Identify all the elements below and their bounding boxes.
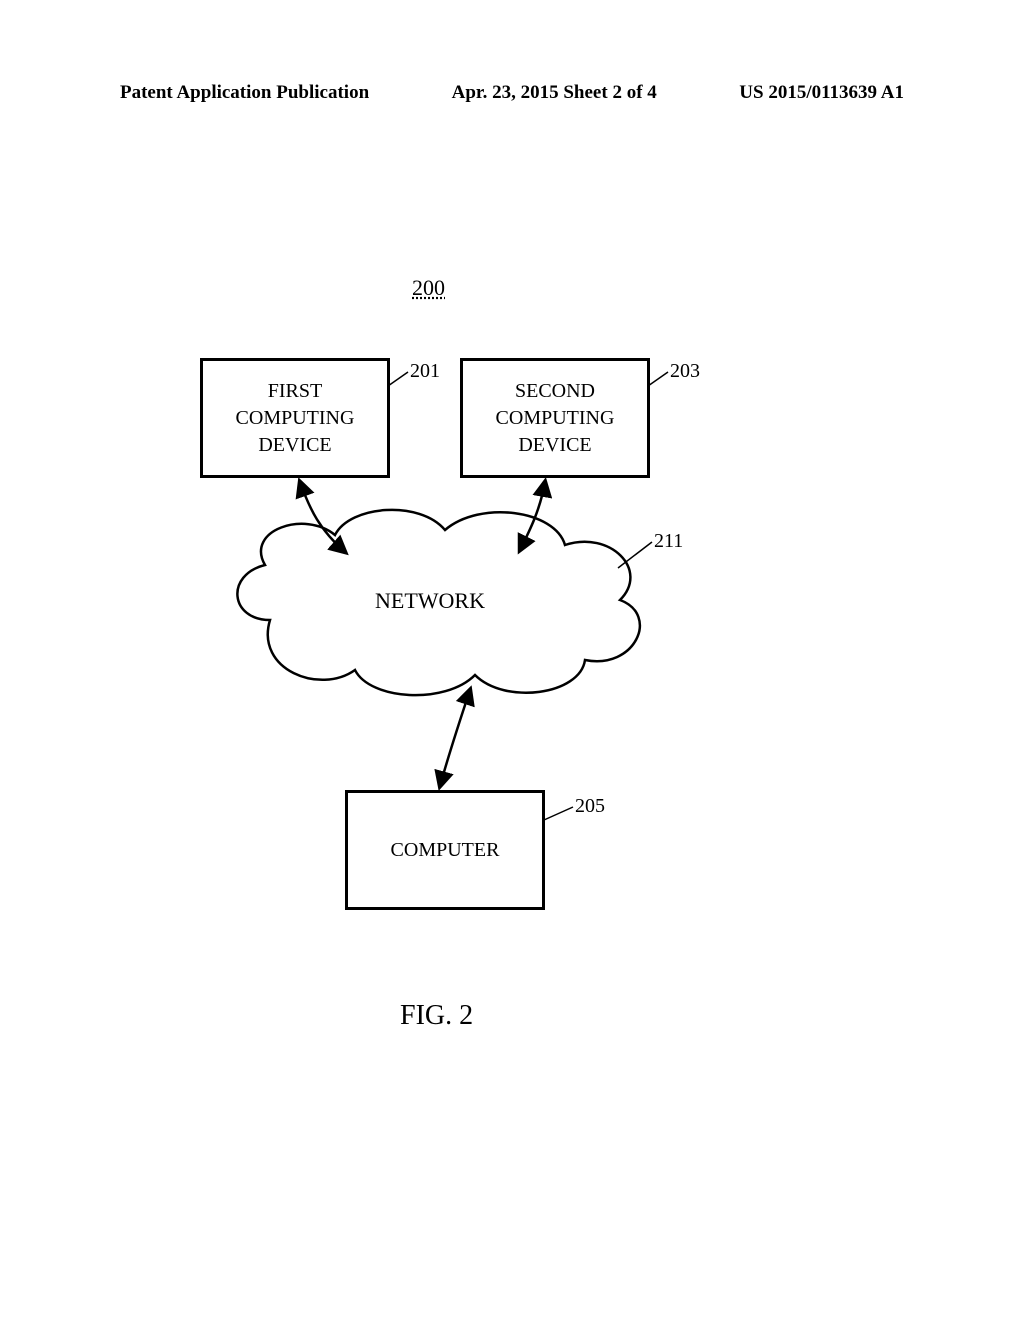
arrow-first-to-network bbox=[300, 482, 345, 552]
system-reference-number: 200 bbox=[412, 275, 445, 301]
computer-label: COMPUTER bbox=[391, 837, 500, 864]
arrow-computer-to-network bbox=[440, 690, 470, 786]
first-computing-device-box: FIRST COMPUTING DEVICE bbox=[200, 358, 390, 478]
ref-205: 205 bbox=[575, 795, 605, 818]
leader-203 bbox=[648, 372, 668, 386]
network-cloud: NETWORK bbox=[237, 510, 639, 695]
leader-211 bbox=[618, 542, 652, 568]
header-left: Patent Application Publication bbox=[120, 82, 369, 104]
second-computing-device-box: SECOND COMPUTING DEVICE bbox=[460, 358, 650, 478]
leader-201 bbox=[388, 372, 408, 386]
ref-203: 203 bbox=[670, 360, 700, 383]
computer-box: COMPUTER bbox=[345, 790, 545, 910]
second-computing-device-label: SECOND COMPUTING DEVICE bbox=[496, 378, 615, 459]
figure-caption: FIG. 2 bbox=[400, 1000, 473, 1032]
first-computing-device-label: FIRST COMPUTING DEVICE bbox=[236, 378, 355, 459]
header-center: Apr. 23, 2015 Sheet 2 of 4 bbox=[452, 82, 657, 104]
ref-201: 201 bbox=[410, 360, 440, 383]
ref-211: 211 bbox=[654, 530, 683, 553]
leader-205 bbox=[544, 807, 573, 820]
page-header: Patent Application Publication Apr. 23, … bbox=[0, 82, 1024, 104]
header-right: US 2015/0113639 A1 bbox=[739, 82, 904, 104]
arrow-second-to-network bbox=[520, 482, 545, 550]
network-label: NETWORK bbox=[375, 588, 485, 613]
diagram-svg: NETWORK bbox=[0, 0, 1024, 1320]
page: Patent Application Publication Apr. 23, … bbox=[0, 0, 1024, 1320]
